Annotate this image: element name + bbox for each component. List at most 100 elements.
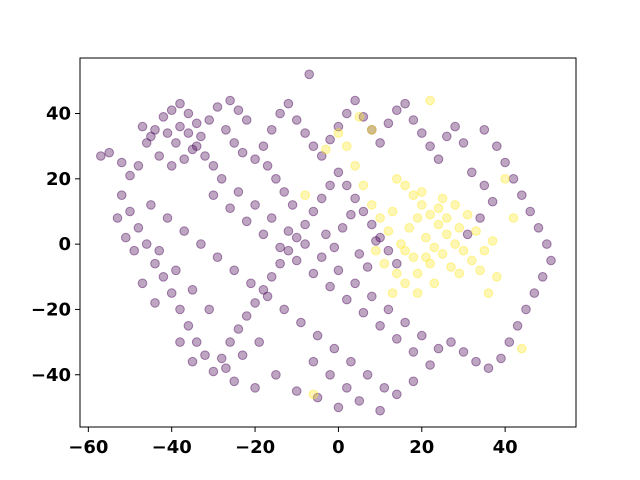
scatter-point bbox=[500, 174, 510, 184]
scatter-point bbox=[387, 288, 398, 298]
scatter-point bbox=[517, 190, 527, 200]
scatter-point bbox=[258, 141, 269, 151]
scatter-point bbox=[358, 307, 369, 318]
scatter-point bbox=[221, 125, 231, 135]
scatter-point bbox=[354, 112, 365, 122]
scatter-point bbox=[333, 121, 344, 132]
scatter-point bbox=[475, 213, 485, 223]
scatter-point bbox=[450, 239, 460, 249]
scatter-point bbox=[400, 245, 410, 256]
scatter-point bbox=[425, 258, 435, 269]
scatter-point bbox=[225, 203, 235, 213]
scatter-point bbox=[104, 147, 114, 158]
scatter-point bbox=[229, 265, 239, 276]
scatter-point bbox=[404, 223, 415, 233]
scatter-point bbox=[383, 304, 394, 315]
scatter-point bbox=[150, 298, 160, 308]
scatter-point bbox=[204, 304, 214, 315]
scatter-point bbox=[187, 285, 198, 295]
scatter-point bbox=[333, 265, 344, 276]
scatter-point bbox=[417, 128, 427, 138]
y-axis: −40 −20 0 20 40 bbox=[31, 104, 80, 386]
scatter-point bbox=[337, 223, 348, 233]
scatter-point bbox=[375, 321, 385, 331]
scatter-point bbox=[183, 128, 194, 138]
scatter-point bbox=[229, 138, 239, 148]
scatter-point bbox=[425, 141, 435, 151]
scatter-point bbox=[400, 180, 410, 191]
scatter-point bbox=[325, 281, 335, 292]
scatter-point bbox=[137, 121, 148, 132]
scatter-point bbox=[387, 206, 398, 217]
scatter-point bbox=[233, 324, 244, 334]
scatter-point bbox=[483, 288, 494, 298]
scatter-point bbox=[358, 112, 369, 122]
scatter-point bbox=[433, 203, 444, 213]
scatter-point bbox=[312, 330, 323, 341]
scatter-point bbox=[175, 121, 185, 132]
scatter-point bbox=[425, 209, 435, 220]
scatter-point bbox=[316, 193, 327, 204]
scatter-point bbox=[346, 209, 356, 220]
scatter-point bbox=[546, 255, 556, 266]
scatter-point bbox=[362, 370, 373, 380]
scatter-point bbox=[542, 239, 552, 249]
scatter-point bbox=[483, 363, 494, 374]
scatter-point bbox=[204, 115, 214, 125]
scatter-point bbox=[521, 304, 531, 315]
scatter-point bbox=[350, 161, 360, 171]
scatter-point bbox=[291, 386, 302, 396]
scatter-point bbox=[112, 213, 123, 223]
scatter-point bbox=[250, 298, 260, 308]
scatter-point bbox=[479, 125, 490, 135]
scatter-point bbox=[129, 245, 139, 256]
scatter-point bbox=[325, 134, 335, 145]
scatter-point bbox=[529, 288, 540, 298]
scatter-point bbox=[96, 151, 106, 161]
scatter-point bbox=[250, 200, 260, 210]
scatter-point bbox=[367, 291, 377, 302]
scatter-point bbox=[291, 115, 302, 125]
points-layer bbox=[96, 69, 556, 416]
scatter-point bbox=[316, 252, 327, 263]
scatter-point bbox=[329, 343, 340, 354]
x-tick-label: 0 bbox=[332, 437, 345, 458]
scatter-point bbox=[171, 265, 181, 276]
scatter-point bbox=[208, 161, 219, 171]
scatter-point bbox=[350, 95, 360, 106]
scatter-point bbox=[150, 125, 160, 135]
scatter-point bbox=[367, 125, 377, 135]
scatter-point bbox=[425, 360, 435, 370]
scatter-point bbox=[321, 229, 331, 240]
scatter-point bbox=[392, 268, 402, 279]
scatter-point bbox=[241, 115, 252, 125]
scatter-point bbox=[208, 190, 219, 200]
scatter-point bbox=[125, 170, 135, 181]
scatter-point bbox=[479, 245, 490, 256]
scatter-point bbox=[367, 125, 377, 135]
scatter-point bbox=[367, 200, 377, 210]
scatter-point bbox=[437, 249, 448, 259]
scatter-point bbox=[362, 262, 373, 272]
scatter-point bbox=[171, 138, 181, 148]
scatter-point bbox=[400, 317, 410, 328]
scatter-point bbox=[175, 98, 185, 109]
scatter-point bbox=[258, 229, 269, 240]
scatter-point bbox=[196, 131, 206, 142]
scatter-point bbox=[400, 98, 410, 109]
scatter-point bbox=[266, 272, 277, 282]
scatter-point bbox=[400, 278, 410, 289]
scatter-point bbox=[212, 102, 223, 112]
scatter-point bbox=[333, 402, 344, 413]
scatter-point bbox=[375, 232, 385, 243]
scatter-point bbox=[467, 167, 477, 178]
scatter-point bbox=[233, 105, 244, 115]
scatter-point bbox=[279, 187, 290, 197]
scatter-point bbox=[166, 105, 177, 115]
scatter-point bbox=[392, 174, 402, 184]
scatter-point bbox=[191, 118, 202, 129]
scatter-point bbox=[321, 144, 331, 155]
scatter-point bbox=[454, 268, 465, 279]
scatter-point bbox=[241, 311, 252, 321]
scatter-point bbox=[533, 223, 544, 233]
